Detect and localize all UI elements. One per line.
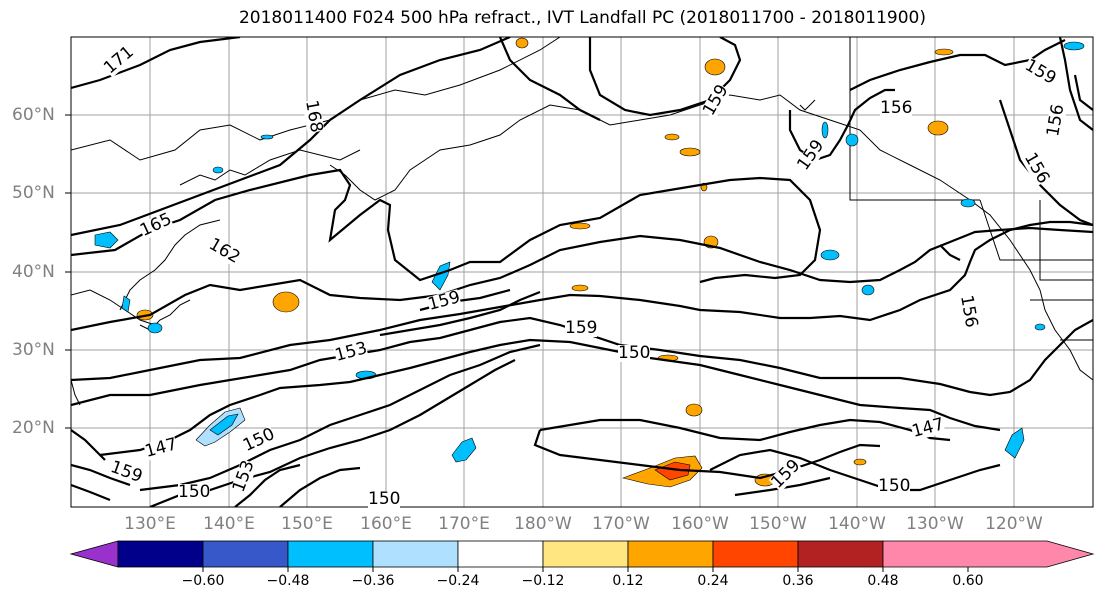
contour-label: 156 [880,98,913,118]
lon-label: 130°W [906,514,964,534]
lon-label: 180°W [514,514,572,534]
graticule [71,37,1093,507]
lon-label: 140°E [203,514,255,534]
colorbar-tick-label: 0.48 [867,573,899,589]
lon-label: 160°E [360,514,412,534]
lon-label: 130°E [124,514,176,534]
lon-label: 160°W [671,514,729,534]
lon-label: 170°W [592,514,650,534]
lon-label: 140°W [828,514,886,534]
lat-label: 30°N [12,340,55,360]
colorbar [69,540,1095,568]
ivt-anomaly-fills [94,37,1085,488]
contour-label: 150 [878,476,911,496]
lat-label: 60°N [12,105,55,125]
colorbar-tick-label: −0.60 [181,573,225,589]
colorbar-tick-label: 0.60 [952,573,984,589]
contour-label: 159 [565,318,598,338]
lat-label: 40°N [12,262,55,282]
colorbar-tick-label: −0.12 [521,573,565,589]
contour-label: 168 [301,98,327,135]
colorbar-tick-label: 0.12 [612,573,644,589]
colorbar-tick-label: −0.36 [351,573,395,589]
coastlines [71,37,1093,406]
lat-label: 20°N [12,418,55,438]
contour-label: 156 [956,293,982,330]
colorbar-tick-label: 0.36 [782,573,814,589]
contour-label: 150 [618,343,651,363]
colorbar-tick-label: −0.48 [266,573,310,589]
contour-label: 150 [368,489,401,509]
lon-label: 120°W [985,514,1043,534]
refractivity-contours [71,37,1093,507]
colorbar-tick-label: 0.24 [697,573,729,589]
colorbar-tick-label: −0.24 [436,573,480,589]
lat-label: 50°N [12,183,55,203]
lon-label: 150°E [281,514,333,534]
lon-label: 150°W [749,514,807,534]
lon-label: 170°E [438,514,490,534]
contour-label: 150 [178,482,211,502]
map-title: 2018011400 F024 500 hPa refract., IVT La… [238,8,926,28]
